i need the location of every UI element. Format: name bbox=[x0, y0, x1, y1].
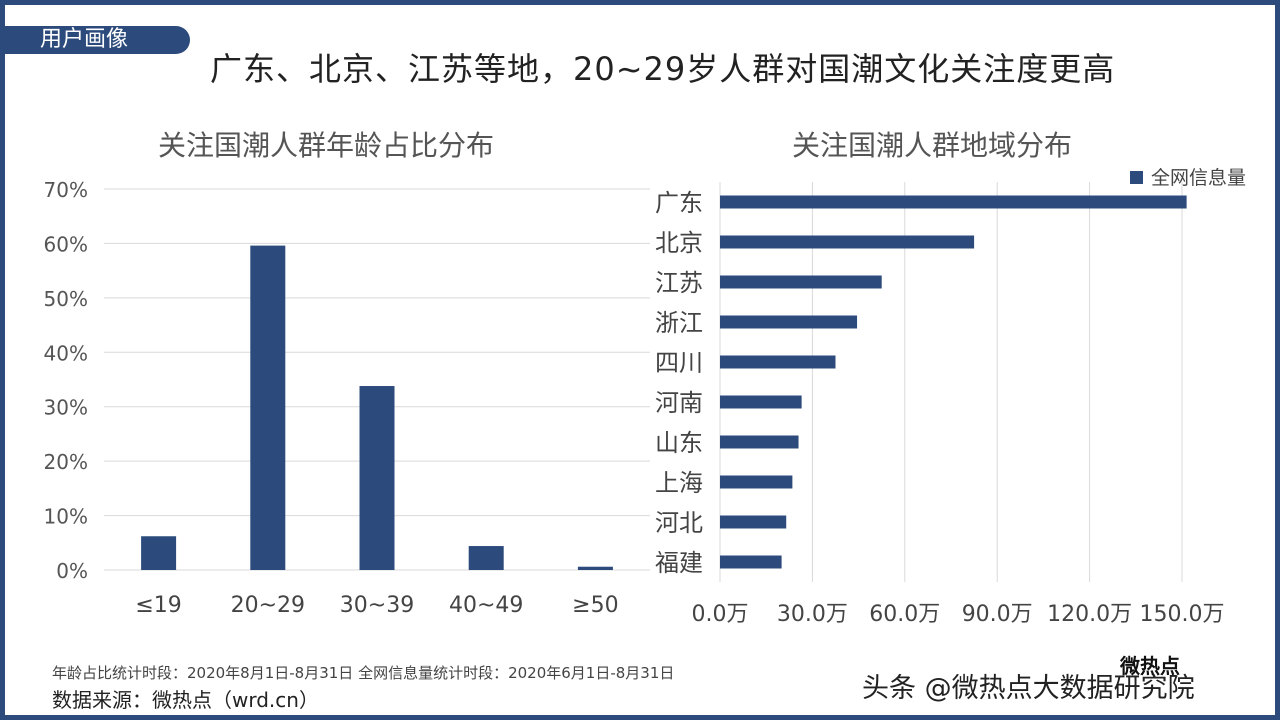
region-bar bbox=[720, 355, 836, 369]
region-y-tick-label: 上海 bbox=[655, 469, 703, 497]
age-y-tick-label: 70% bbox=[44, 178, 88, 202]
region-bar bbox=[720, 315, 858, 329]
region-bar bbox=[720, 435, 799, 449]
region-y-tick-label: 江苏 bbox=[655, 269, 703, 297]
age-x-tick-label: ≤19 bbox=[135, 593, 181, 618]
region-x-tick-label: 60.0万 bbox=[869, 602, 940, 627]
age-chart-title: 关注国潮人群年龄占比分布 bbox=[158, 129, 495, 162]
age-x-tick-label: 20~29 bbox=[231, 593, 305, 618]
region-y-tick-label: 河北 bbox=[655, 509, 703, 537]
region-bar bbox=[720, 195, 1187, 209]
watermark-logo: 微热点 bbox=[1120, 654, 1180, 678]
stats-period-note: 年龄占比统计时段：2020年8月1日-8月31日 全网信息量统计时段：2020年… bbox=[52, 664, 675, 682]
region-x-tick-label: 150.0万 bbox=[1140, 602, 1225, 627]
region-bar bbox=[720, 235, 975, 249]
page-title: 广东、北京、江苏等地，20~29岁人群对国潮文化关注度更高 bbox=[210, 50, 1116, 88]
data-source: 数据来源：微热点（wrd.cn） bbox=[52, 688, 319, 712]
region-x-tick-label: 90.0万 bbox=[962, 602, 1033, 627]
age-y-tick-label: 0% bbox=[56, 559, 88, 583]
age-bar bbox=[141, 536, 177, 570]
age-bar-chart: 0% 10% 20% 30% 40% 50% 60% 70% ≤19 20~29 30~39 40~4… bbox=[44, 178, 650, 618]
region-y-tick-label: 福建 bbox=[655, 549, 703, 577]
legend-label: 全网信息量 bbox=[1151, 167, 1246, 189]
age-bar bbox=[577, 566, 613, 570]
region-bar bbox=[720, 395, 802, 409]
age-y-tick-label: 30% bbox=[44, 396, 88, 420]
region-bar bbox=[720, 475, 793, 489]
region-y-tick-label: 四川 bbox=[655, 349, 703, 377]
age-y-tick-label: 60% bbox=[44, 232, 88, 256]
section-tag: 用户画像 bbox=[0, 26, 190, 54]
region-chart-title: 关注国潮人群地域分布 bbox=[792, 129, 1073, 162]
age-y-tick-label: 10% bbox=[44, 505, 88, 529]
age-x-tick-label: 30~39 bbox=[340, 593, 414, 618]
age-x-tick-label: 40~49 bbox=[449, 593, 523, 618]
watermark-text: 头条 @微热点大数据研究院 bbox=[862, 673, 1195, 704]
age-y-tick-label: 20% bbox=[44, 450, 88, 474]
legend-swatch bbox=[1130, 171, 1143, 184]
region-y-tick-label: 浙江 bbox=[655, 309, 703, 337]
age-x-tick-label: ≥50 bbox=[572, 593, 618, 618]
region-bar-chart: 0.0万 30.0万 60.0万 90.0万 120.0万 150.0万 广东北京江苏浙江四… bbox=[655, 167, 1246, 627]
age-bar bbox=[359, 386, 395, 570]
region-y-tick-label: 河南 bbox=[655, 389, 703, 417]
region-bar bbox=[720, 275, 882, 289]
region-x-tick-label: 120.0万 bbox=[1047, 602, 1132, 627]
region-y-tick-label: 山东 bbox=[655, 429, 703, 457]
region-bar bbox=[720, 515, 787, 529]
age-bar bbox=[250, 245, 286, 570]
region-bar bbox=[720, 555, 782, 569]
region-x-tick-label: 0.0万 bbox=[692, 602, 749, 627]
age-y-tick-label: 50% bbox=[44, 287, 88, 311]
region-y-tick-label: 北京 bbox=[655, 229, 703, 257]
age-y-tick-label: 40% bbox=[44, 341, 88, 365]
region-x-tick-label: 30.0万 bbox=[777, 602, 848, 627]
region-y-tick-label: 广东 bbox=[655, 189, 703, 217]
age-bar bbox=[468, 546, 504, 570]
